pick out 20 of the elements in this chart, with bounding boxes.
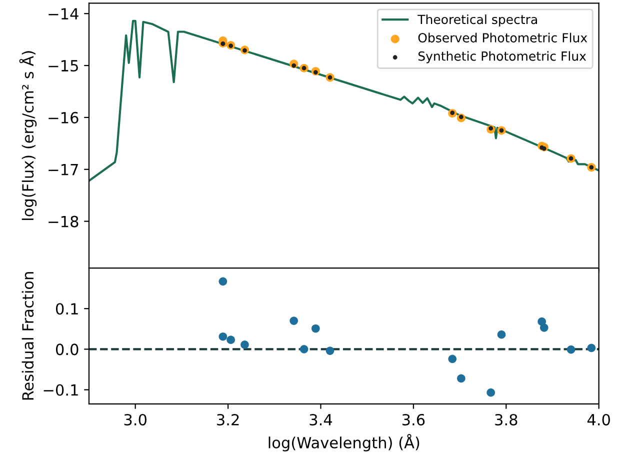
x-tick-label: 3.0 — [124, 414, 146, 426]
y-tick-label: −15 — [48, 60, 78, 72]
x-tick-label: 3.6 — [402, 414, 425, 426]
y-axis-title: log(Flux) (erg/cm² s Å) — [19, 51, 37, 220]
y-tick-label: −14 — [48, 8, 78, 20]
y-axis-title: Residual Fraction — [22, 272, 34, 400]
x-tick-label: 3.4 — [310, 414, 332, 426]
x-tick-label: 3.8 — [495, 414, 518, 426]
y-tick-label: −17 — [48, 164, 78, 176]
y-tick-label: −18 — [48, 216, 78, 228]
y-tick-label: 0.1 — [56, 303, 78, 315]
y-tick-label: −16 — [48, 112, 78, 124]
legend-label: Theoretical spectra — [418, 14, 537, 27]
x-tick-label: 4.0 — [587, 414, 610, 426]
y-tick-label: 0.0 — [56, 344, 78, 356]
legend-label: Observed Photometric Flux — [418, 32, 588, 42]
x-tick-label: 3.2 — [217, 414, 239, 426]
legend-label: Synthetic Photometric Flux — [418, 51, 586, 64]
y-tick-label: −0.1 — [44, 384, 78, 396]
x-axis-title: log(Wavelength) (Å) — [268, 434, 420, 452]
